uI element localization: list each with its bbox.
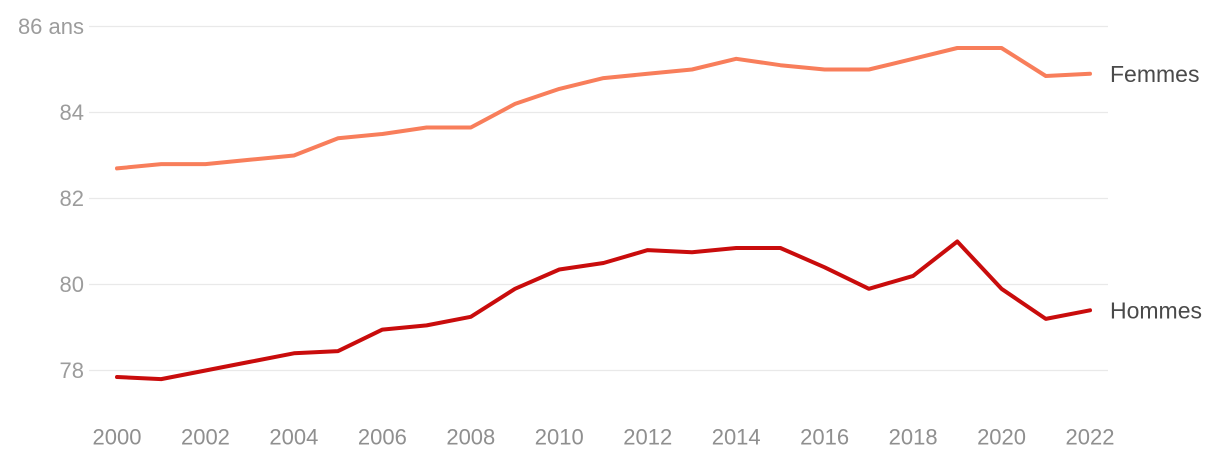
x-tick-label: 2010 bbox=[535, 425, 584, 450]
x-tick-label: 2000 bbox=[93, 425, 142, 450]
y-tick-label: 78 bbox=[60, 358, 84, 383]
x-tick-label: 2008 bbox=[446, 425, 495, 450]
x-tick-label: 2018 bbox=[889, 425, 938, 450]
x-tick-label: 2006 bbox=[358, 425, 407, 450]
hommes-line bbox=[115, 239, 1092, 382]
y-tick-label: 84 bbox=[60, 100, 84, 125]
x-tick-label: 2004 bbox=[269, 425, 318, 450]
y-tick-label: 86 ans bbox=[18, 14, 84, 39]
x-tick-label: 2020 bbox=[977, 425, 1026, 450]
x-tick-label: 2016 bbox=[800, 425, 849, 450]
x-tick-label: 2014 bbox=[712, 425, 761, 450]
series-label-femmes: Femmes bbox=[1110, 61, 1199, 87]
x-tick-label: 2022 bbox=[1066, 425, 1115, 450]
y-tick-label: 80 bbox=[60, 272, 84, 297]
femmes-line bbox=[115, 46, 1092, 171]
y-tick-label: 82 bbox=[60, 186, 84, 211]
series-label-hommes: Hommes bbox=[1110, 297, 1202, 323]
x-tick-label: 2002 bbox=[181, 425, 230, 450]
x-tick-label: 2012 bbox=[623, 425, 672, 450]
